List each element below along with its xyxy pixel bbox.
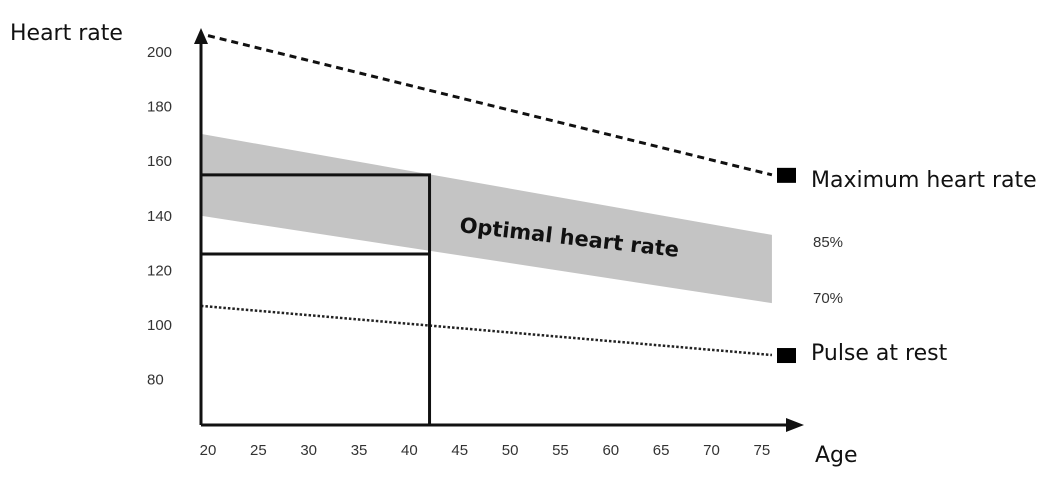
x-tick-label: 30 xyxy=(300,442,317,459)
y-tick-label: 80 xyxy=(147,372,164,389)
band-upper-label: 85% xyxy=(813,234,843,251)
x-tick-label: 70 xyxy=(703,442,720,459)
x-tick-label: 25 xyxy=(250,442,267,459)
y-tick-label: 120 xyxy=(147,262,172,279)
y-tick-label: 140 xyxy=(147,208,172,225)
x-tick-label: 35 xyxy=(351,442,368,459)
legend-marker-max xyxy=(777,167,796,183)
max-heart-rate-line xyxy=(207,34,773,177)
pulse-at-rest-line xyxy=(200,304,773,357)
example-box-upper xyxy=(201,173,432,425)
x-tick-label: 55 xyxy=(552,442,569,459)
y-tick-label: 160 xyxy=(147,153,172,170)
legend-max-heart-rate: Maximum heart rate xyxy=(811,168,1037,193)
y-tick-label: 100 xyxy=(147,317,172,334)
x-axis-label: Age xyxy=(815,443,858,468)
y-tick-label: 200 xyxy=(147,44,172,61)
x-tick-label: 60 xyxy=(602,442,619,459)
legend-marker-rest xyxy=(777,348,796,364)
y-axis-arrow xyxy=(194,28,208,44)
legend-pulse-at-rest: Pulse at rest xyxy=(811,341,948,366)
x-tick-label: 50 xyxy=(502,442,519,459)
y-axis-label: Heart rate xyxy=(10,21,123,46)
x-tick-label: 65 xyxy=(653,442,670,459)
x-tick-label: 40 xyxy=(401,442,418,459)
band-lower-label: 70% xyxy=(813,290,843,307)
x-tick-label: 20 xyxy=(200,442,217,459)
x-tick-label: 45 xyxy=(451,442,468,459)
x-axis-arrow xyxy=(786,418,804,432)
y-tick-label: 180 xyxy=(147,99,172,116)
x-tick-label: 75 xyxy=(754,442,771,459)
